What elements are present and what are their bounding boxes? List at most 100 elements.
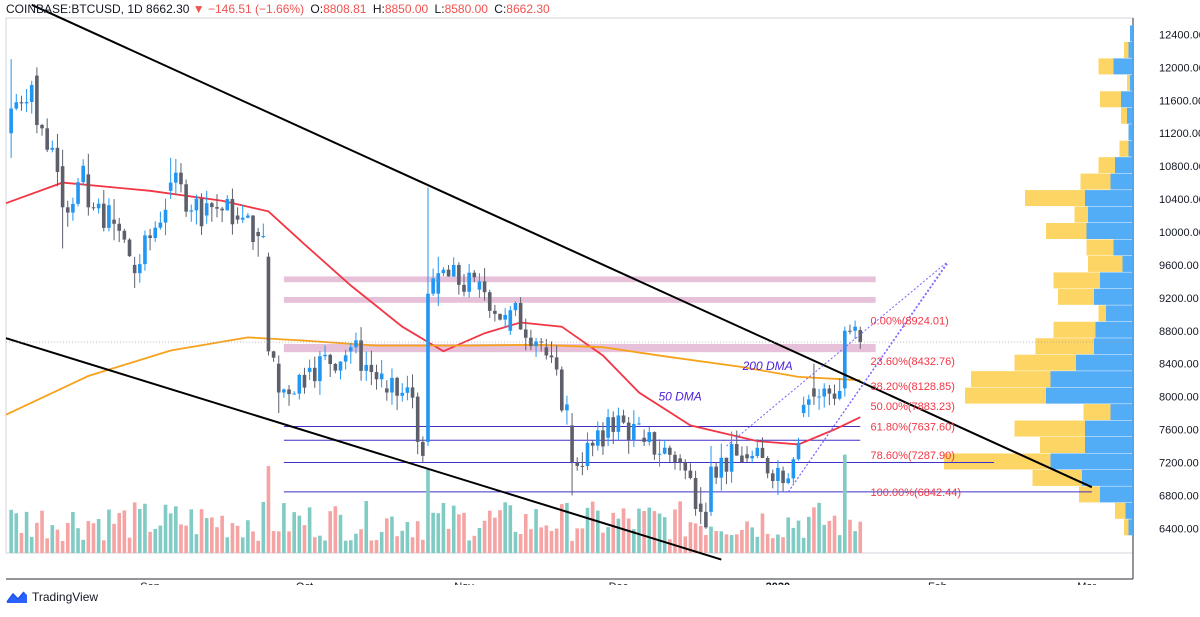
candle-body <box>817 396 821 398</box>
volume-bar <box>745 521 749 553</box>
volume-bar <box>35 522 39 553</box>
volume-bar <box>323 540 327 553</box>
candle-body <box>781 470 785 484</box>
candle-body <box>390 377 394 393</box>
vp-up-bar <box>1050 453 1133 470</box>
vp-up-bar <box>1100 486 1133 503</box>
candle-body <box>9 108 13 134</box>
candle-body <box>107 205 111 228</box>
volume-bar <box>143 503 147 553</box>
vp-up-bar <box>1128 124 1133 141</box>
candle-body <box>487 292 492 311</box>
volume-bar <box>400 530 405 553</box>
vp-up-bar <box>1046 387 1133 404</box>
volume-bar <box>148 531 152 553</box>
resistance-zone <box>283 276 876 283</box>
price-tick-label: 8400.00 <box>1159 359 1199 371</box>
high-label: H: <box>372 2 385 16</box>
volume-bar <box>657 513 662 553</box>
volume-bar <box>189 509 194 553</box>
candle-body <box>472 272 477 278</box>
vp-down-bar <box>1086 239 1114 256</box>
volume-bar <box>698 525 703 553</box>
fib-level-label: 61.80%(7637.60) <box>871 421 955 433</box>
candle-body <box>719 457 724 478</box>
candle-body <box>117 223 122 231</box>
volume-bar <box>781 537 785 553</box>
candle-body <box>570 425 574 463</box>
resistance-zone <box>283 343 876 353</box>
candle-body <box>40 125 44 129</box>
candle-body <box>796 442 801 460</box>
price-tick-label: 8000.00 <box>1159 392 1199 404</box>
candle-body <box>580 465 585 467</box>
volume-bar <box>729 535 734 553</box>
volume-bar <box>343 540 348 553</box>
vp-up-bar <box>1130 74 1133 91</box>
candle-body <box>740 455 744 462</box>
volume-bar <box>71 512 75 553</box>
tradingview-logo[interactable]: TradingView <box>6 590 98 604</box>
candle-body <box>770 473 775 482</box>
vp-up-bar <box>1085 190 1133 207</box>
candle-body <box>596 430 600 446</box>
candle-body <box>246 215 250 218</box>
candle-body <box>276 363 281 393</box>
volume-bar <box>276 531 281 553</box>
price-tick-label: 10800.00 <box>1159 161 1200 173</box>
candle-body <box>266 256 271 352</box>
volume-bar <box>693 523 698 553</box>
volume-bar <box>441 503 446 553</box>
vp-down-bar <box>1053 272 1100 289</box>
vp-up-bar <box>1050 371 1133 388</box>
vp-down-bar <box>1115 502 1126 519</box>
volume-bar <box>498 510 502 553</box>
candle-body <box>508 310 513 331</box>
candle-body <box>251 215 255 242</box>
volume-bar <box>364 501 369 553</box>
volume-bar <box>518 533 523 553</box>
volume-bar <box>328 511 333 553</box>
candle-body <box>544 347 549 356</box>
candle-body <box>240 217 245 220</box>
candle-body <box>148 235 152 239</box>
price-tick-label: 8800.00 <box>1159 326 1199 338</box>
pitchfork-line <box>726 261 949 447</box>
volume-bar <box>210 517 214 553</box>
candle-body <box>60 166 65 208</box>
price-chart[interactable]: 6400.00 6800.00 7200.00 7600.00 8000.00 8400.… <box>0 0 1200 585</box>
candle-body <box>122 230 127 240</box>
volume-bar <box>354 533 358 553</box>
vp-down-bar <box>1014 354 1076 371</box>
volume-bar <box>611 512 616 553</box>
candle-body <box>688 470 693 479</box>
volume-bar <box>174 506 178 553</box>
vp-down-bar <box>1079 486 1100 503</box>
time-tick-label: 2020 <box>766 581 790 585</box>
candle-body <box>436 273 441 294</box>
volume-bar <box>101 540 106 553</box>
volume-bar <box>9 509 13 553</box>
candle-body <box>312 367 317 382</box>
volume-bar <box>652 511 657 553</box>
candle-body <box>400 392 405 396</box>
volume-bar <box>822 524 827 553</box>
candle-body <box>71 203 75 213</box>
price-tick-label: 10000.00 <box>1159 227 1200 239</box>
candle-body <box>19 102 24 104</box>
candle-body <box>426 293 430 442</box>
candle-body <box>806 399 811 405</box>
candle-body <box>174 172 178 183</box>
candle-body <box>153 227 158 239</box>
candle-body <box>683 462 688 471</box>
vp-up-bar <box>1121 91 1133 108</box>
vp-up-bar <box>1122 255 1133 272</box>
candle-body <box>534 341 538 347</box>
volume-bar <box>565 503 569 553</box>
close-label: C: <box>494 2 507 16</box>
volume-bar <box>806 516 811 553</box>
vp-up-bar <box>1130 25 1133 42</box>
price-change: ▼ −146.51 (−1.66%) <box>192 2 305 16</box>
ma-50-annotation: 50 DMA <box>658 390 701 404</box>
candle-body <box>359 340 363 371</box>
